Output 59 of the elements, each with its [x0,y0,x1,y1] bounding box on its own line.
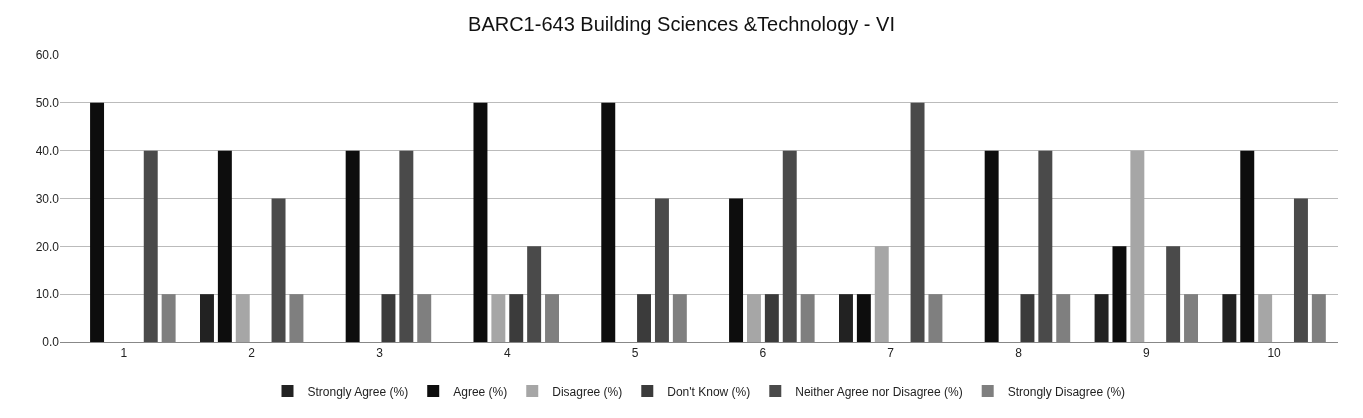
bar [1038,150,1053,342]
x-tick-label: 3 [376,346,384,361]
bar [601,102,616,342]
x-tick-label: 5 [631,346,639,361]
y-tick-label: 50.0 [35,96,60,111]
bar [1112,246,1127,342]
y-tick-label: 0.0 [42,335,60,350]
bar [1240,150,1255,342]
x-tick-label: 1 [120,346,128,361]
bar [473,102,488,342]
bar [199,294,214,342]
bar [1020,294,1035,342]
bar [1293,198,1308,342]
y-tick-label: 30.0 [35,191,60,206]
bar [345,150,360,342]
bar [764,294,779,342]
x-tick-label: 6 [759,346,767,361]
bar [984,150,999,342]
legend-label: Strongly Agree (%) [307,384,409,399]
bar [1166,246,1181,342]
bar [527,246,542,342]
bar [874,246,889,342]
chart-title: BARC1-643 Building Sciences &Technology - VI [468,12,895,35]
bar [1130,150,1145,342]
x-tick-label: 9 [1142,346,1150,361]
y-tick-label: 10.0 [35,287,60,302]
bar [90,102,105,342]
legend-label: Agree (%) [453,384,508,399]
legend-label: Strongly Disagree (%) [1007,384,1126,399]
bar [729,198,744,342]
x-tick-label: 10 [1267,346,1282,361]
bar [381,294,396,342]
bar [838,294,853,342]
bar [271,198,286,342]
legend-label: Don't Know (%) [667,384,751,399]
bar [491,294,506,342]
bar [910,102,925,342]
legend-label: Neither Agree nor Disagree (%) [795,384,963,399]
bar [1258,294,1273,342]
bar [856,294,871,342]
bar [217,150,232,342]
bar [654,198,669,342]
bar [143,150,158,342]
x-tick-label: 8 [1015,346,1023,361]
bar [1094,294,1109,342]
legend-label: Disagree (%) [552,384,623,399]
y-tick-label: 20.0 [35,239,60,254]
bar [637,294,652,342]
bar [235,294,250,342]
y-tick-label: 40.0 [35,143,60,158]
bar [746,294,761,342]
bar [1222,294,1237,342]
x-tick-label: 2 [248,346,256,361]
y-tick-label: 60.0 [35,48,60,63]
x-tick-label: 4 [503,346,511,361]
bar [509,294,524,342]
bar [399,150,414,342]
bar [782,150,797,342]
x-tick-label: 7 [887,346,895,361]
